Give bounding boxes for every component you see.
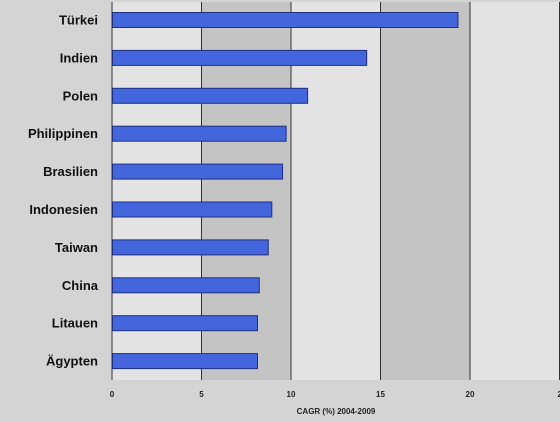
category-label: Litauen xyxy=(52,316,98,331)
plot-band xyxy=(380,2,470,380)
bar xyxy=(112,315,258,332)
bar xyxy=(112,12,459,28)
bar xyxy=(112,239,269,256)
plot-band xyxy=(470,2,560,380)
category-labels: Türkei Indien Polen Philippinen Brasilien Ind… xyxy=(28,13,99,369)
category-label: Ägypten xyxy=(46,354,98,369)
category-label: Taiwan xyxy=(55,240,98,255)
bar xyxy=(112,277,260,294)
x-tick-labels: 0 5 10 15 20 2 xyxy=(110,390,560,399)
category-label: Philippinen xyxy=(28,126,98,141)
bar xyxy=(112,163,284,180)
bar xyxy=(112,87,309,104)
bar xyxy=(112,353,258,370)
category-label: Indien xyxy=(60,50,98,65)
bars xyxy=(112,12,459,370)
bar xyxy=(112,125,287,142)
x-axis-title: CAGR (%) 2004-2009 xyxy=(297,407,376,416)
x-tick-label: 10 xyxy=(287,390,296,399)
category-label: China xyxy=(62,278,99,293)
x-tick-label: 0 xyxy=(110,390,115,399)
x-tick-label: 20 xyxy=(466,390,475,399)
category-label: Brasilien xyxy=(43,164,98,179)
x-tick-label: 15 xyxy=(376,390,385,399)
category-label: Indonesien xyxy=(29,202,98,217)
bar xyxy=(112,49,368,66)
x-tick-label: 2 xyxy=(558,390,560,399)
x-tick-label: 5 xyxy=(199,390,204,399)
bar xyxy=(112,201,273,218)
category-label: Türkei xyxy=(59,13,98,28)
category-label: Polen xyxy=(63,88,98,103)
